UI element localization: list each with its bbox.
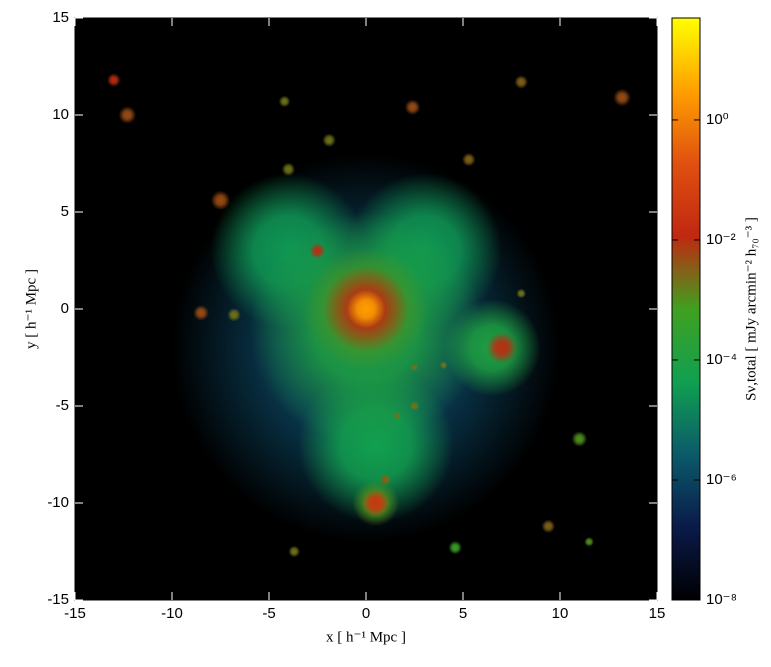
emission-source	[379, 473, 392, 486]
y-tick-label: 15	[52, 9, 69, 26]
y-tick-label: -10	[47, 494, 69, 511]
emission-source	[514, 75, 528, 89]
emission-source	[281, 162, 296, 177]
emission-source	[584, 536, 594, 547]
x-tick-label: 15	[649, 605, 666, 622]
emission-source	[309, 243, 326, 259]
emission-source	[541, 519, 556, 534]
emission-source	[193, 305, 209, 321]
x-tick-label: 0	[362, 605, 370, 622]
emission-source	[107, 73, 121, 87]
emission-source	[439, 361, 448, 370]
emission-source	[571, 431, 588, 447]
emission-source	[409, 401, 420, 411]
x-tick-label: 10	[552, 605, 569, 622]
x-tick-label: -5	[262, 605, 275, 622]
colorbar-tick-label: 10⁻⁴	[706, 351, 737, 368]
colorbar-tick-label: 10⁻⁶	[706, 471, 737, 488]
colorbar	[671, 17, 701, 601]
emission-source	[227, 308, 241, 322]
y-tick-label: 10	[52, 106, 69, 123]
emission-source	[410, 363, 419, 372]
colorbar-label: Sν,total [ mJy arcmin⁻² h₇₀⁻³ ]	[743, 217, 759, 401]
colorbar-tick-label: 10⁰	[706, 111, 729, 128]
emission-source	[346, 289, 386, 329]
emission-source	[448, 540, 463, 555]
y-tick-label: 5	[61, 203, 69, 220]
emission-source	[210, 190, 231, 211]
emission-map	[107, 73, 631, 558]
y-tick-label: -15	[47, 591, 69, 608]
emission-source	[322, 133, 336, 148]
y-axis-label: y [ h⁻¹ Mpc ]	[23, 269, 39, 349]
emission-source	[362, 489, 390, 517]
emission-source	[118, 106, 137, 124]
emission-source	[404, 99, 421, 115]
colorbar-tick-label: 10⁻²	[706, 231, 736, 248]
y-tick-label: 0	[61, 300, 69, 317]
x-tick-label: -15	[64, 605, 86, 622]
emission-source	[288, 545, 301, 558]
x-tick-label: -10	[161, 605, 183, 622]
emission-source	[278, 95, 291, 108]
emission-source	[486, 332, 518, 364]
emission-source	[516, 288, 527, 299]
emission-source	[393, 411, 401, 420]
x-tick-label: 5	[459, 605, 467, 622]
colorbar-tick-label: 10⁻⁸	[706, 591, 737, 608]
emission-source	[613, 88, 631, 107]
x-axis-label: x [ h⁻¹ Mpc ]	[326, 629, 406, 645]
emission-source	[462, 152, 476, 167]
y-tick-label: -5	[56, 397, 69, 414]
